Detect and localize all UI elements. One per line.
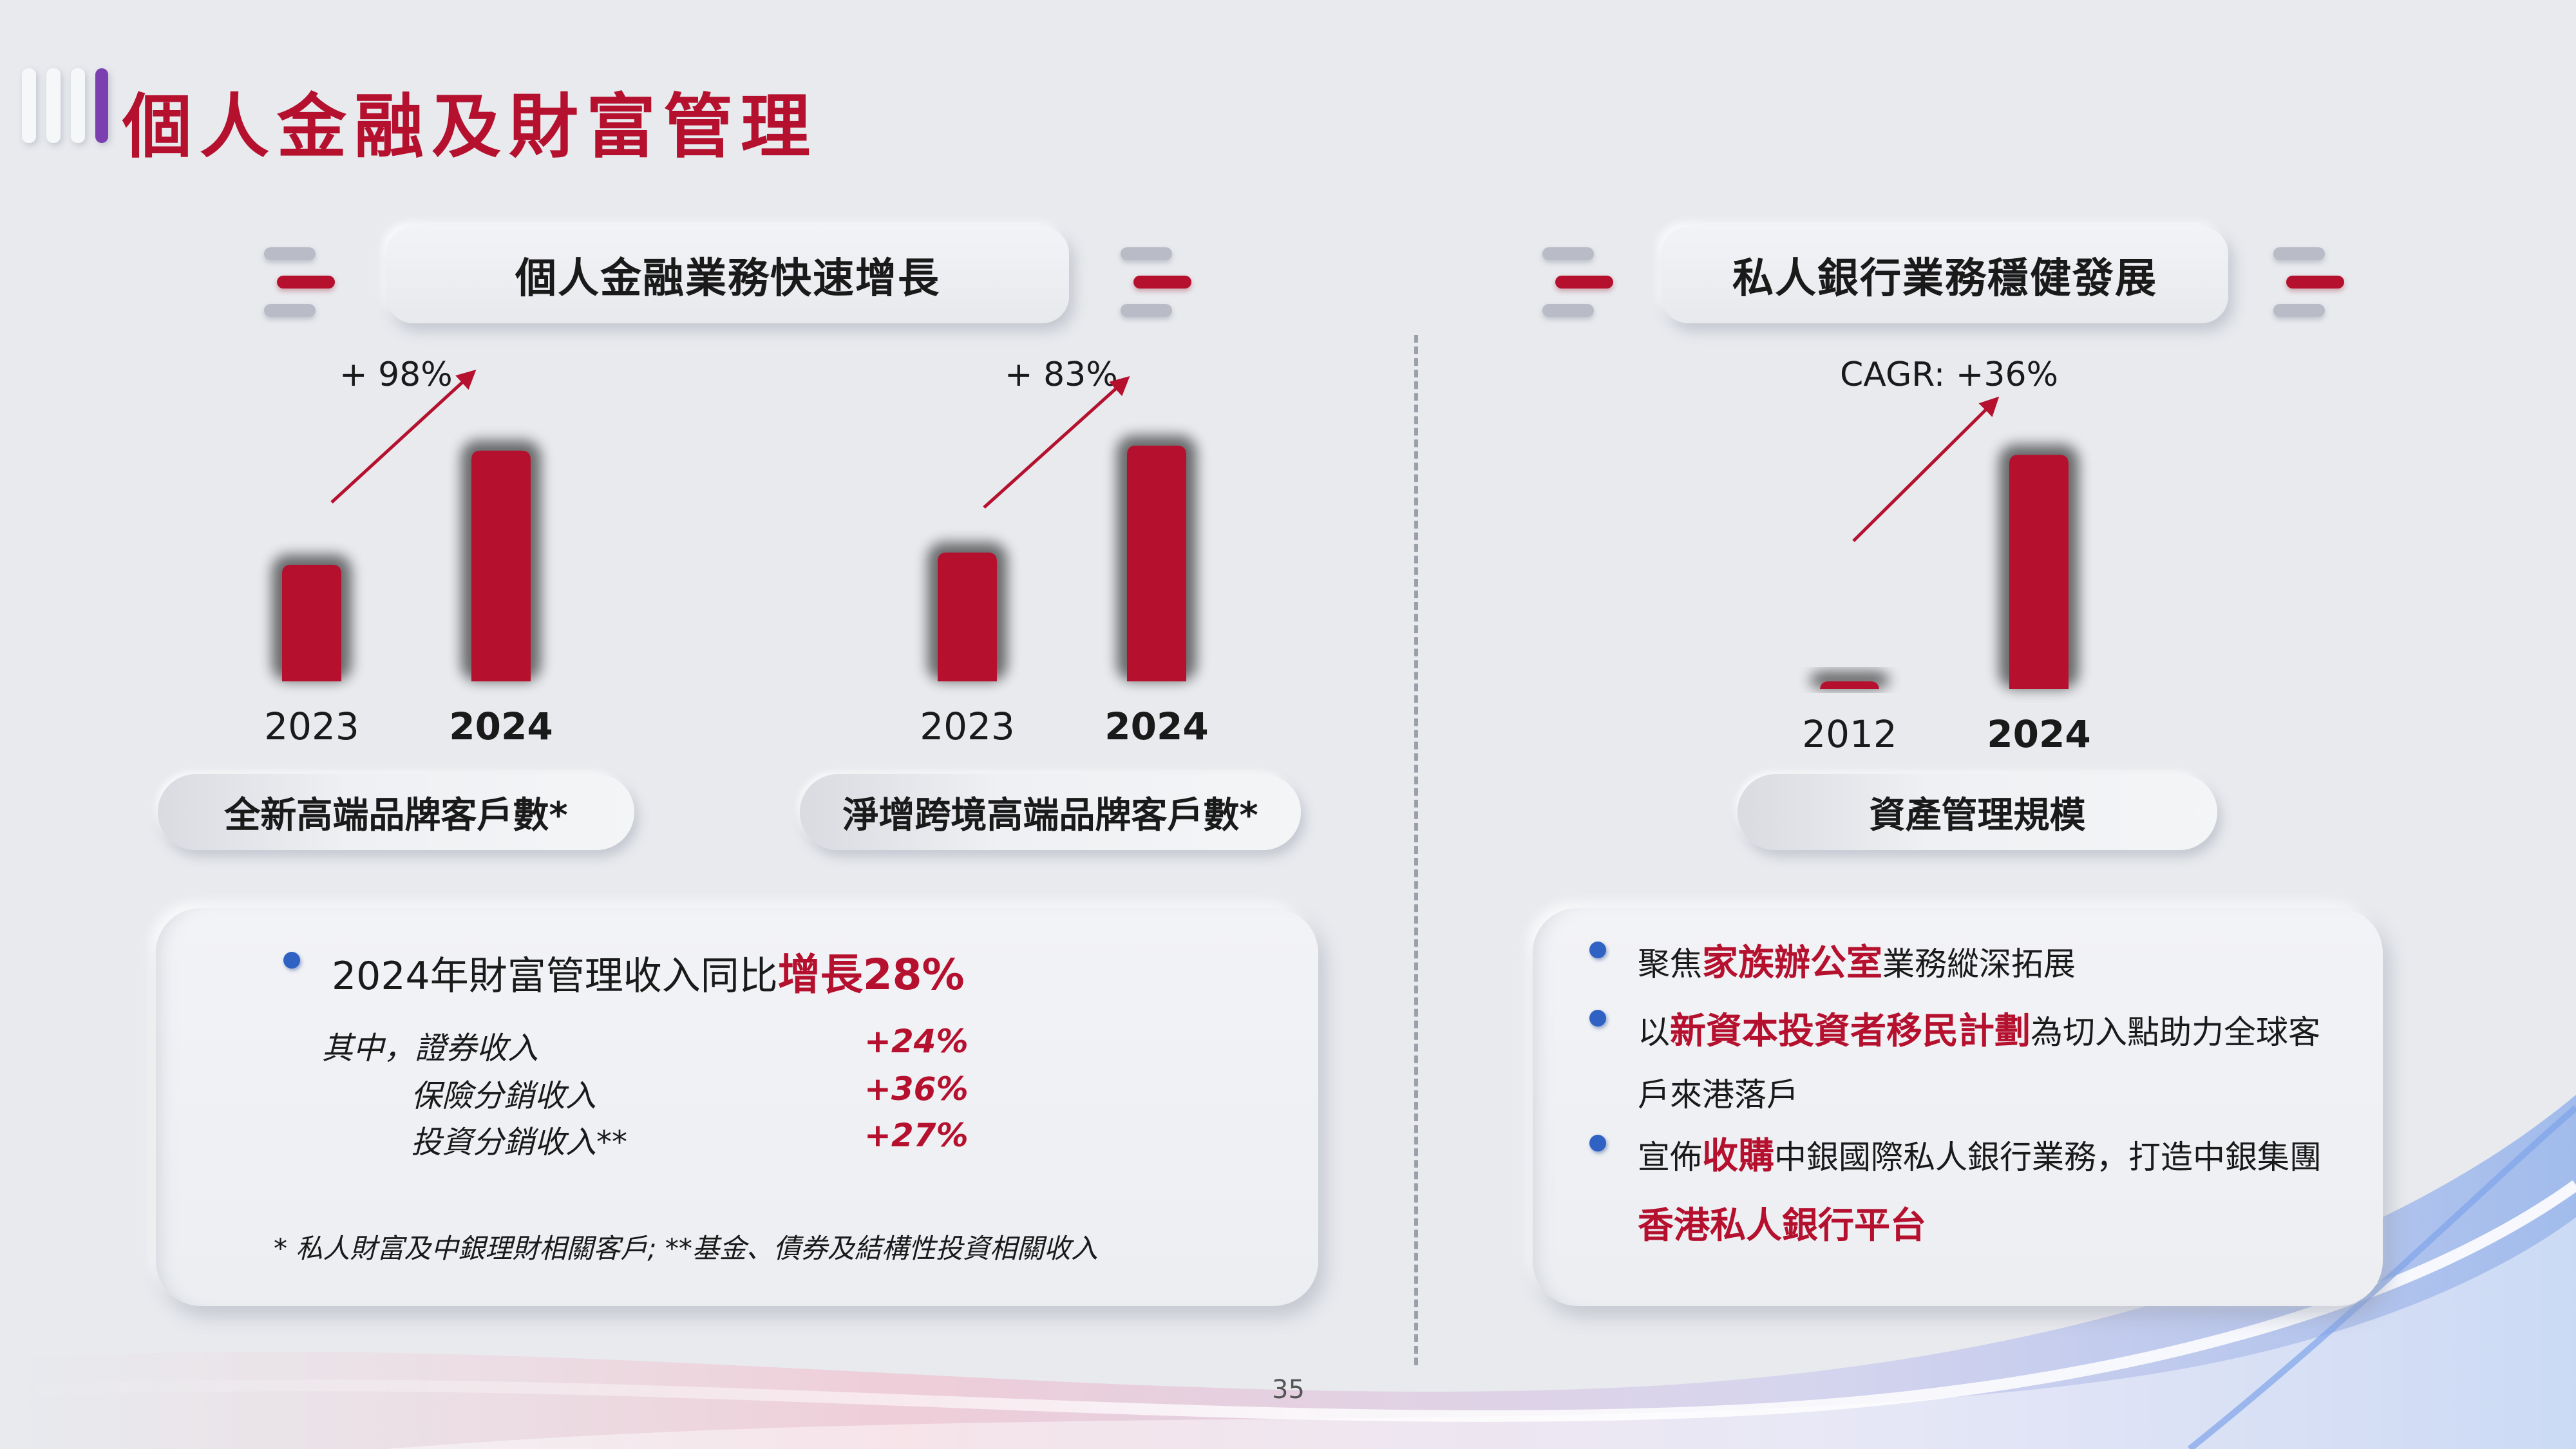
income-row-label: 投資分銷收入** [411,1124,628,1160]
income-row-value: +24% [864,1023,969,1060]
growth-label-crossborder-clients: + 83% [1005,355,1118,394]
page-number: 35 [1272,1375,1305,1405]
chart-label-crossborder-clients: 淨增跨境高端品牌客戶數* [800,774,1301,850]
bar-2012 [1820,681,1879,690]
x-tick-label: 2024 [449,705,553,748]
footnote: * 私人財富及中銀理財相關客戶; **基金、債券及結構性投資相關收入 [274,1233,1098,1264]
growth-label-cagr: CAGR: +36% [1840,355,2058,394]
income-row-label: 其中，證券收入 [322,1030,539,1066]
bar-2024 [471,450,531,681]
section-header-personal-banking: 個人金融業務快速增長 [386,227,1069,323]
headline-text: 2024年財富管理收入同比 [332,954,778,999]
wealth-income-headline: 2024年財富管理收入同比增長28% [332,940,965,1002]
bullet-acquisition-line1: 宣佈收購中銀國際私人銀行業務，打造中銀集團 [1638,1135,2322,1177]
income-row-label: 保險分銷收入 [411,1078,597,1114]
growth-arrow-icon [983,375,1130,509]
wealth-income-box [156,908,1318,1306]
title-bar-accent [95,68,108,143]
chart-label-aum: 資產管理規模 [1738,774,2217,850]
bullet-cies-line1: 以新資本投資者移民計劃為切入點助力全球客 [1638,1010,2320,1052]
growth-arrow-icon [1852,396,2000,542]
section-header-private-banking: 私人銀行業務穩健發展 [1662,227,2228,323]
bar-2024 [1127,446,1186,681]
bar-chart-aum: 2012 2024 [1802,396,2091,756]
bullet-acquisition-line2: 香港私人銀行平台 [1638,1205,1926,1247]
x-tick-label: 2012 [1802,712,1897,756]
header-decoration-left [258,243,335,321]
bullet-icon [1589,1135,1606,1151]
growth-arrow-icon [330,369,477,504]
bullet-family-office: 聚焦家族辦公室業務縱深拓展 [1638,942,2076,984]
bar-2023 [282,565,341,681]
title-bar [22,68,36,143]
section-divider [1414,335,1418,1365]
header-decoration-right [1121,243,1198,321]
bullet-cies-line2: 戶來港落戶 [1638,1076,1799,1113]
bullet-icon [1589,942,1606,958]
header-decoration-left [1536,243,1613,321]
bar-chart-crossborder-clients: 2023 2024 [920,375,1209,748]
x-tick-label: 2024 [1104,705,1208,748]
income-row-value: +36% [864,1070,969,1108]
headline-highlight: 增長28% [777,950,965,999]
growth-label-premium-clients: + 98% [339,355,453,394]
bar-2023 [938,553,997,681]
private-banking-box [1533,908,2383,1306]
title-bar [46,68,61,143]
x-tick-label: 2023 [920,705,1015,748]
bar-chart-premium-clients: 2023 2024 [264,369,553,748]
x-tick-label: 2024 [1987,712,2090,756]
page-title: 個人金融及財富管理 [122,87,819,167]
title-bar [71,68,85,143]
bullet-icon [283,952,300,969]
bar-2024 [2009,455,2069,689]
title-decoration [22,68,108,143]
bullet-icon [1589,1010,1606,1027]
x-tick-label: 2023 [264,705,359,748]
income-row-value: +27% [864,1117,969,1154]
chart-label-premium-clients: 全新高端品牌客戶數* [158,774,634,850]
header-decoration-right [2273,243,2351,321]
